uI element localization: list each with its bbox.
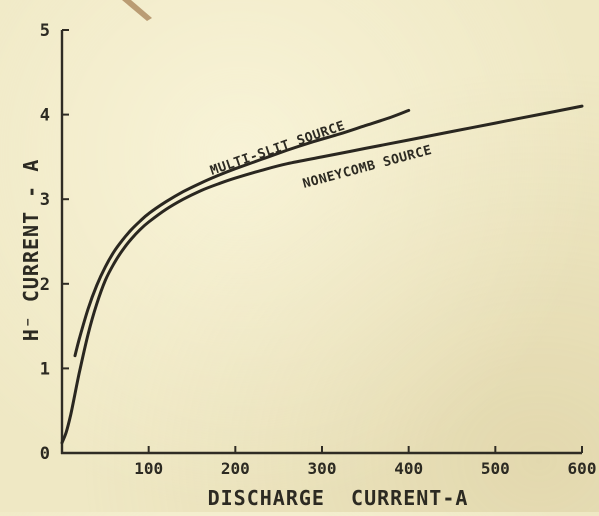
y-tick-label: 4: [40, 106, 50, 126]
x-tick-label: 600: [568, 459, 597, 478]
y-tick-label: 5: [40, 21, 50, 41]
axes: 0 1 2 3 4 5 100 200 300 400 500 600: [40, 21, 597, 478]
x-tick-label: 200: [221, 459, 250, 478]
curves: [60, 104, 584, 445]
x-tick-label: 100: [134, 459, 163, 478]
series-line-multi-slit-source: [73, 108, 411, 358]
y-tick-label: 1: [40, 359, 50, 379]
y-axis-title: H⁻ CURRENT - A: [19, 159, 43, 342]
x-tick-label: 500: [481, 459, 510, 478]
x-tick-label: 400: [394, 459, 423, 478]
y-tick-label: 2: [40, 275, 50, 295]
x-axis-title: DISCHARGE CURRENT-A: [208, 486, 469, 510]
y-tick-label: 3: [40, 190, 50, 210]
series-line-noneycomb-source: [60, 104, 584, 445]
page-smudge: [122, 0, 152, 21]
x-tick-label: 300: [308, 459, 337, 478]
series-label-noneycomb-source: NONEYCOMB SOURCE: [301, 143, 434, 192]
y-tick-label: 0: [40, 444, 50, 464]
